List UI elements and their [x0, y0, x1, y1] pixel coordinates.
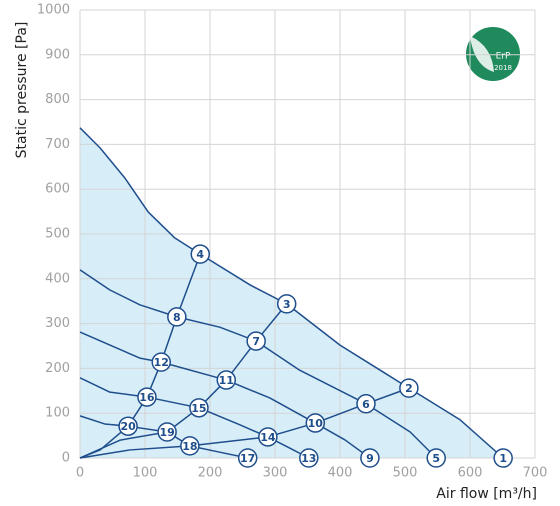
y-tick-label: 500: [45, 227, 70, 242]
x-tick-label: 100: [133, 466, 158, 481]
point-label: 17: [240, 452, 255, 465]
point-marker: [216, 370, 236, 390]
badge-circle: [466, 27, 520, 81]
y-tick-label: 100: [45, 406, 70, 421]
point-marker: [426, 448, 446, 468]
x-tick-label: 0: [76, 466, 84, 481]
point-label: 3: [283, 298, 291, 311]
point-label: 8: [173, 311, 181, 324]
y-tick-label: 700: [45, 137, 70, 152]
y-tick-label: 0: [62, 451, 70, 466]
curve: [79, 377, 310, 459]
badge-year: 2018: [494, 64, 512, 72]
point-label: 1: [499, 452, 507, 465]
point-marker: [299, 448, 319, 468]
point-marker: [137, 387, 157, 407]
point-marker: [356, 394, 376, 414]
y-tick-label: 600: [45, 182, 70, 197]
point-marker: [305, 413, 326, 433]
point-marker: [399, 378, 419, 398]
x-tick-label: 600: [458, 466, 483, 481]
y-tick-label: 400: [45, 271, 70, 286]
point-marker: [118, 416, 138, 436]
point-label: 9: [366, 452, 374, 465]
point-marker: [180, 436, 200, 456]
point-label: 6: [362, 398, 370, 411]
point-label: 15: [191, 402, 206, 415]
point-marker: [360, 448, 380, 468]
point-label: 7: [252, 335, 260, 348]
x-tick-label: 200: [198, 466, 223, 481]
point-label: 19: [159, 426, 174, 439]
x-axis-label: Air flow [m³/h]: [436, 486, 537, 502]
area: [80, 127, 504, 458]
y-tick-label: 200: [45, 361, 70, 376]
point-label: 12: [154, 356, 169, 369]
point-label: 20: [120, 420, 136, 433]
point-marker: [151, 352, 171, 372]
point-marker: [276, 294, 297, 314]
point-label: 11: [219, 374, 234, 387]
x-tick-label: 500: [393, 466, 418, 481]
point-marker: [493, 448, 513, 468]
point-label: 16: [139, 391, 155, 404]
point-label: 14: [260, 431, 276, 444]
point-label: 13: [301, 452, 316, 465]
point-label: 18: [182, 440, 197, 453]
curve: [79, 127, 504, 459]
point-marker: [237, 448, 258, 468]
point-label: 5: [432, 452, 440, 465]
point-marker: [190, 244, 210, 264]
curve: [79, 269, 437, 459]
point-marker: [258, 427, 278, 447]
y-tick-label: 1000: [37, 3, 70, 18]
point-marker: [246, 331, 266, 351]
x-tick-label: 400: [328, 466, 353, 481]
point-label: 4: [196, 248, 204, 261]
y-tick-label: 900: [45, 47, 70, 62]
point-marker: [189, 398, 209, 418]
y-tick-label: 300: [45, 316, 70, 331]
point-marker: [167, 307, 187, 327]
x-tick-label: 300: [263, 466, 288, 481]
point-label: 10: [308, 417, 324, 430]
badge-text: ErP: [496, 52, 511, 62]
point-marker: [157, 422, 177, 442]
badge: ErP 2018: [466, 27, 520, 81]
point-label: 2: [405, 382, 413, 395]
x-tick-label: 700: [523, 466, 548, 481]
y-axis-label: Static pressure [Pa]: [14, 22, 30, 159]
badge-leaf: [470, 36, 494, 72]
y-tick-label: 800: [45, 92, 70, 107]
